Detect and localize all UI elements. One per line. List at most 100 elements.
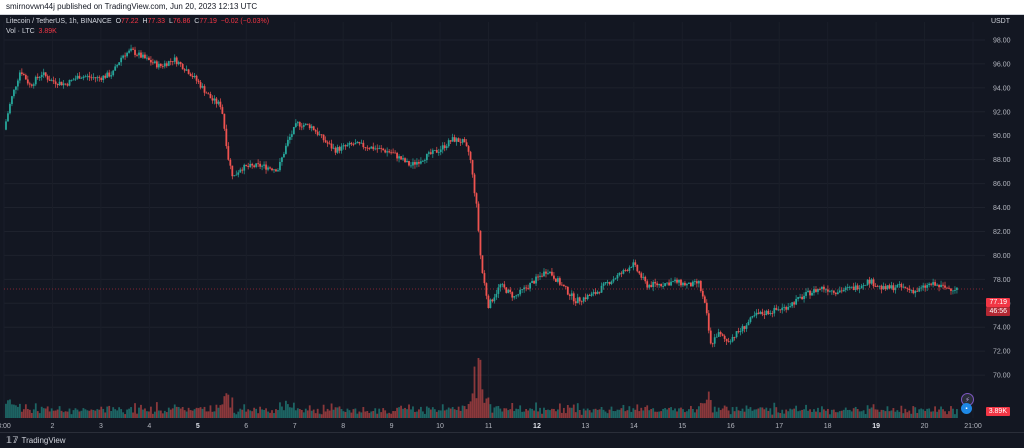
candle-body [517,294,520,296]
volume-bar [435,411,438,418]
candle-body [912,289,915,294]
chart-area[interactable]: 70.0072.0074.0076.0078.0080.0082.0084.00… [0,14,1024,432]
candle-body [761,311,764,315]
volume-label[interactable]: Vol · LTC [6,28,35,35]
candle-body [189,73,192,76]
volume-bar [451,407,454,418]
volume-bar [28,409,31,418]
volume-bar [920,408,923,418]
tradingview-brand[interactable]: 𝟙𝟟 TradingView [6,435,66,446]
volume-bar [648,410,651,418]
volume-bar [878,411,881,418]
volume-bar [74,408,77,418]
candle-body [811,292,813,296]
volume-bar [654,411,657,418]
candle-body [465,142,468,147]
candle-body [660,283,663,287]
volume-bar [50,408,53,418]
candlestick-chart[interactable]: 70.0072.0074.0076.0078.0080.0082.0084.00… [0,14,1024,432]
volume-bar [644,406,647,418]
volume-bar [273,413,275,418]
candle-body [235,174,238,176]
volume-bar [662,408,665,418]
candle-body [817,288,819,292]
volume-bar [253,407,256,418]
candle-body [408,160,410,166]
candle-body [749,317,752,322]
symbol-label[interactable]: Litecoin / TetherUS, 1h, BINANCE [6,18,112,25]
candle-body [106,72,109,78]
volume-bar [148,411,150,418]
candle-body [44,72,47,77]
candle-body [525,287,528,289]
open-label: O [115,18,122,25]
volume-bar [574,412,577,418]
candle-body [560,284,563,286]
candle-body [150,60,152,63]
volume-bar [892,408,895,418]
candle-body [227,146,230,160]
candle-body [398,156,400,159]
candle-body [165,63,168,66]
volume-bar [16,406,19,418]
volume-bar [348,410,351,418]
volume-bar [630,411,633,418]
candle-body [193,75,196,78]
candle-body [414,162,416,165]
candle-body [271,168,273,171]
volume-bar [294,410,297,418]
candle-body [495,293,498,298]
volume-bar [707,391,710,418]
volume-bar [275,409,277,418]
flag-icon[interactable]: ▪ [961,403,972,414]
volume-bar [24,404,27,418]
candle-body [715,336,718,338]
volume-bar [211,411,214,418]
candle-body [956,287,958,291]
legend-line-2: Vol · LTC 3.89K [6,27,269,37]
candle-body [805,291,807,296]
candle-body [370,146,373,149]
volume-bar [751,410,754,418]
price-tick-label: 90.00 [993,133,1011,140]
candle-body [566,286,569,295]
candle-body [171,61,174,63]
currency-label[interactable]: USDT [990,18,1010,25]
volume-bar [717,407,720,418]
volume-bar [416,411,418,418]
volume-bar [523,411,526,418]
candle-body [533,281,535,284]
time-tick-label: 14 [630,423,638,430]
candle-body [98,77,101,78]
volume-bar [513,411,516,418]
volume-bar [185,411,188,418]
volume-bar [632,408,635,418]
candle-body [582,297,585,302]
candle-body [342,145,345,147]
volume-bar [354,408,357,418]
volume-bar [612,411,615,418]
volume-bar [328,410,331,418]
volume-bar [225,393,228,418]
volume-bar [213,411,216,418]
candle-body [741,326,744,332]
volume-bar [735,406,738,418]
volume-value: 3.89K [38,28,57,35]
candle-body [247,166,250,167]
volume-bar [437,410,440,418]
volume-bar [467,404,470,418]
candle-body [231,165,234,177]
volume-bar [898,411,901,418]
volume-bar [142,409,144,418]
volume-bar [336,407,339,418]
candle-body [920,287,923,289]
candle-body [7,113,9,122]
volume-bar [283,410,285,418]
candle-body [787,306,790,310]
volume-bar [525,408,528,418]
candle-body [435,150,438,153]
candle-body [304,123,307,126]
volume-bar [288,407,291,418]
candle-body [15,86,17,90]
volume-bar [553,408,555,418]
